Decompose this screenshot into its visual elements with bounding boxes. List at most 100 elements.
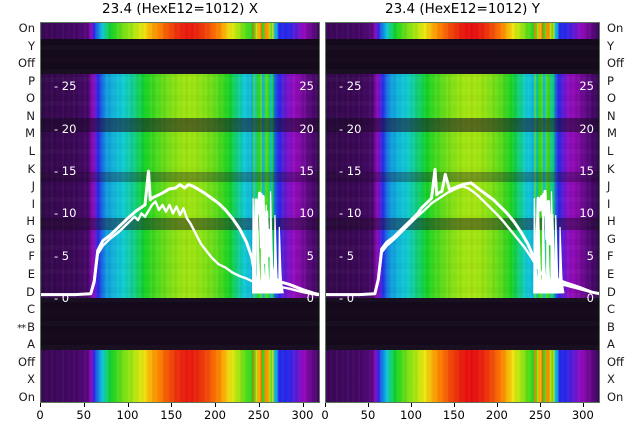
category-label-h-11[interactable]: H (607, 215, 616, 227)
category-label-a-18[interactable]: A (27, 338, 35, 350)
category-label-l-7[interactable]: L (607, 145, 613, 157)
x-tick-mark (325, 403, 326, 407)
category-label-i-10[interactable]: I (32, 198, 35, 210)
level-traces-x (40, 169, 320, 297)
category-label-e-14[interactable]: E (28, 268, 35, 280)
heatmap-panel-y[interactable]: - 25 25 - 20 20 - 15 15 - 10 10 - 5 5 - 0 0 (325, 22, 600, 403)
category-label-j-9[interactable]: J (32, 180, 35, 192)
category-label-y-1[interactable]: Y (28, 40, 35, 52)
x-tick-label: 100 (399, 408, 422, 422)
spike-cluster (252, 191, 284, 294)
x-tick-label: 50 (76, 408, 92, 422)
category-label-text: X (27, 372, 35, 387)
category-label-text: J (607, 179, 611, 194)
x-tick-mark (367, 403, 369, 407)
heatmap-panel-x[interactable]: - 25 25 - 20 20 - 15 15 - 10 10 - 5 5 - 0 0 (40, 22, 320, 403)
x-tick-label: 300 (291, 408, 314, 422)
x-tick-mark (171, 403, 173, 407)
category-label-l-7[interactable]: L (29, 145, 35, 157)
x-tick-mark (582, 403, 584, 407)
attention-marker: ** (17, 322, 26, 334)
category-label-off-19[interactable]: Off (18, 356, 35, 368)
trace-upper-level (325, 167, 600, 297)
category-label-text: M (607, 126, 617, 141)
category-label-text: K (607, 161, 615, 176)
category-label-o-4[interactable]: O (26, 92, 35, 104)
y-tick-mirror-15: 15 (579, 164, 594, 179)
y-tick-20: - 20 (54, 121, 77, 136)
x-tick-mark (215, 403, 216, 407)
category-label-c-16[interactable]: C (27, 303, 35, 315)
category-label-on-0[interactable]: On (607, 22, 623, 34)
category-label-d-15[interactable]: D (26, 286, 35, 298)
category-label-text: E (27, 267, 35, 281)
category-label-f-13[interactable]: F (28, 250, 35, 262)
category-label-text: F (607, 249, 614, 264)
category-label-b-17[interactable]: B (607, 321, 615, 333)
category-label-text: H (607, 214, 616, 229)
category-label-o-4[interactable]: O (607, 92, 616, 104)
category-label-text: H (26, 214, 35, 229)
x-tick-mark (496, 403, 498, 407)
x-tick-label: 150 (160, 408, 183, 422)
category-label-c-16[interactable]: C (607, 303, 615, 315)
category-label-p-3[interactable]: P (607, 75, 614, 87)
category-label-text: X (607, 372, 615, 387)
category-label-g-12[interactable]: G (26, 233, 35, 245)
y-tick-15: - 15 (54, 164, 77, 179)
category-label-y-1[interactable]: Y (607, 40, 614, 52)
y-tick-mirror-0: 0 (306, 291, 314, 305)
category-label-x-20[interactable]: X (607, 373, 615, 385)
category-label-x-20[interactable]: X (27, 373, 35, 385)
category-label-f-13[interactable]: F (607, 250, 614, 262)
x-tick-label: 100 (116, 408, 139, 422)
y-tick-mirror-5: 5 (306, 248, 314, 263)
category-label-n-5[interactable]: N (26, 110, 35, 122)
category-label-on-21[interactable]: On (607, 391, 623, 403)
x-axis-right: 0 50 100 150 200 250 300 (321, 403, 600, 440)
category-label-text: I (31, 196, 35, 211)
category-label-n-5[interactable]: N (607, 110, 616, 122)
category-label-text: N (26, 108, 35, 123)
category-label-off-2[interactable]: Off (607, 57, 624, 69)
category-label-i-10[interactable]: I (607, 198, 610, 210)
category-label-h-11[interactable]: H (26, 215, 35, 227)
category-label-off-2[interactable]: Off (18, 57, 35, 69)
x-tick-label: 300 (571, 408, 594, 422)
category-label-k-8[interactable]: K (607, 163, 615, 175)
y-tick-mirror-5: 5 (586, 248, 594, 263)
category-label-b-17[interactable]: ** B (17, 321, 35, 334)
low-amplitude-gap-lower-y (325, 298, 600, 350)
category-label-text: P (607, 73, 614, 88)
category-label-k-8[interactable]: K (27, 163, 35, 175)
category-label-e-14[interactable]: E (607, 268, 614, 280)
x-tick-mark (83, 403, 85, 407)
category-label-a-18[interactable]: A (607, 338, 615, 350)
category-label-text: Off (607, 56, 624, 71)
category-label-on-21[interactable]: On (19, 391, 35, 403)
low-amplitude-gap-upper-x (40, 39, 320, 74)
category-label-d-15[interactable]: D (607, 286, 616, 298)
category-label-on-0[interactable]: On (19, 22, 35, 34)
x-tick-label: 250 (528, 408, 551, 422)
category-label-text: Off (18, 354, 35, 369)
x-tick-mark (410, 403, 412, 407)
spectrogram-strip-top-x (40, 22, 320, 39)
spectrogram-strip-bottom-x (40, 350, 320, 403)
category-label-text: On (18, 21, 35, 35)
category-label-m-6[interactable]: M (607, 127, 617, 139)
category-label-m-6[interactable]: M (25, 127, 35, 139)
category-label-text: E (607, 267, 615, 281)
low-amplitude-gap-lower-x (40, 298, 320, 350)
category-label-p-3[interactable]: P (28, 75, 35, 87)
y-tick-25: - 25 (339, 79, 362, 94)
category-label-text: D (607, 284, 616, 299)
category-label-g-12[interactable]: G (607, 233, 616, 245)
category-label-text: O (607, 91, 617, 106)
x-tick-label: 150 (442, 408, 465, 422)
y-tick-5: - 5 (54, 248, 70, 263)
category-axis-right: On Y Off P O N M L K J I H G F E D C B A Off X On (604, 22, 640, 403)
category-label-j-9[interactable]: J (607, 180, 610, 192)
category-label-off-19[interactable]: Off (607, 356, 624, 368)
